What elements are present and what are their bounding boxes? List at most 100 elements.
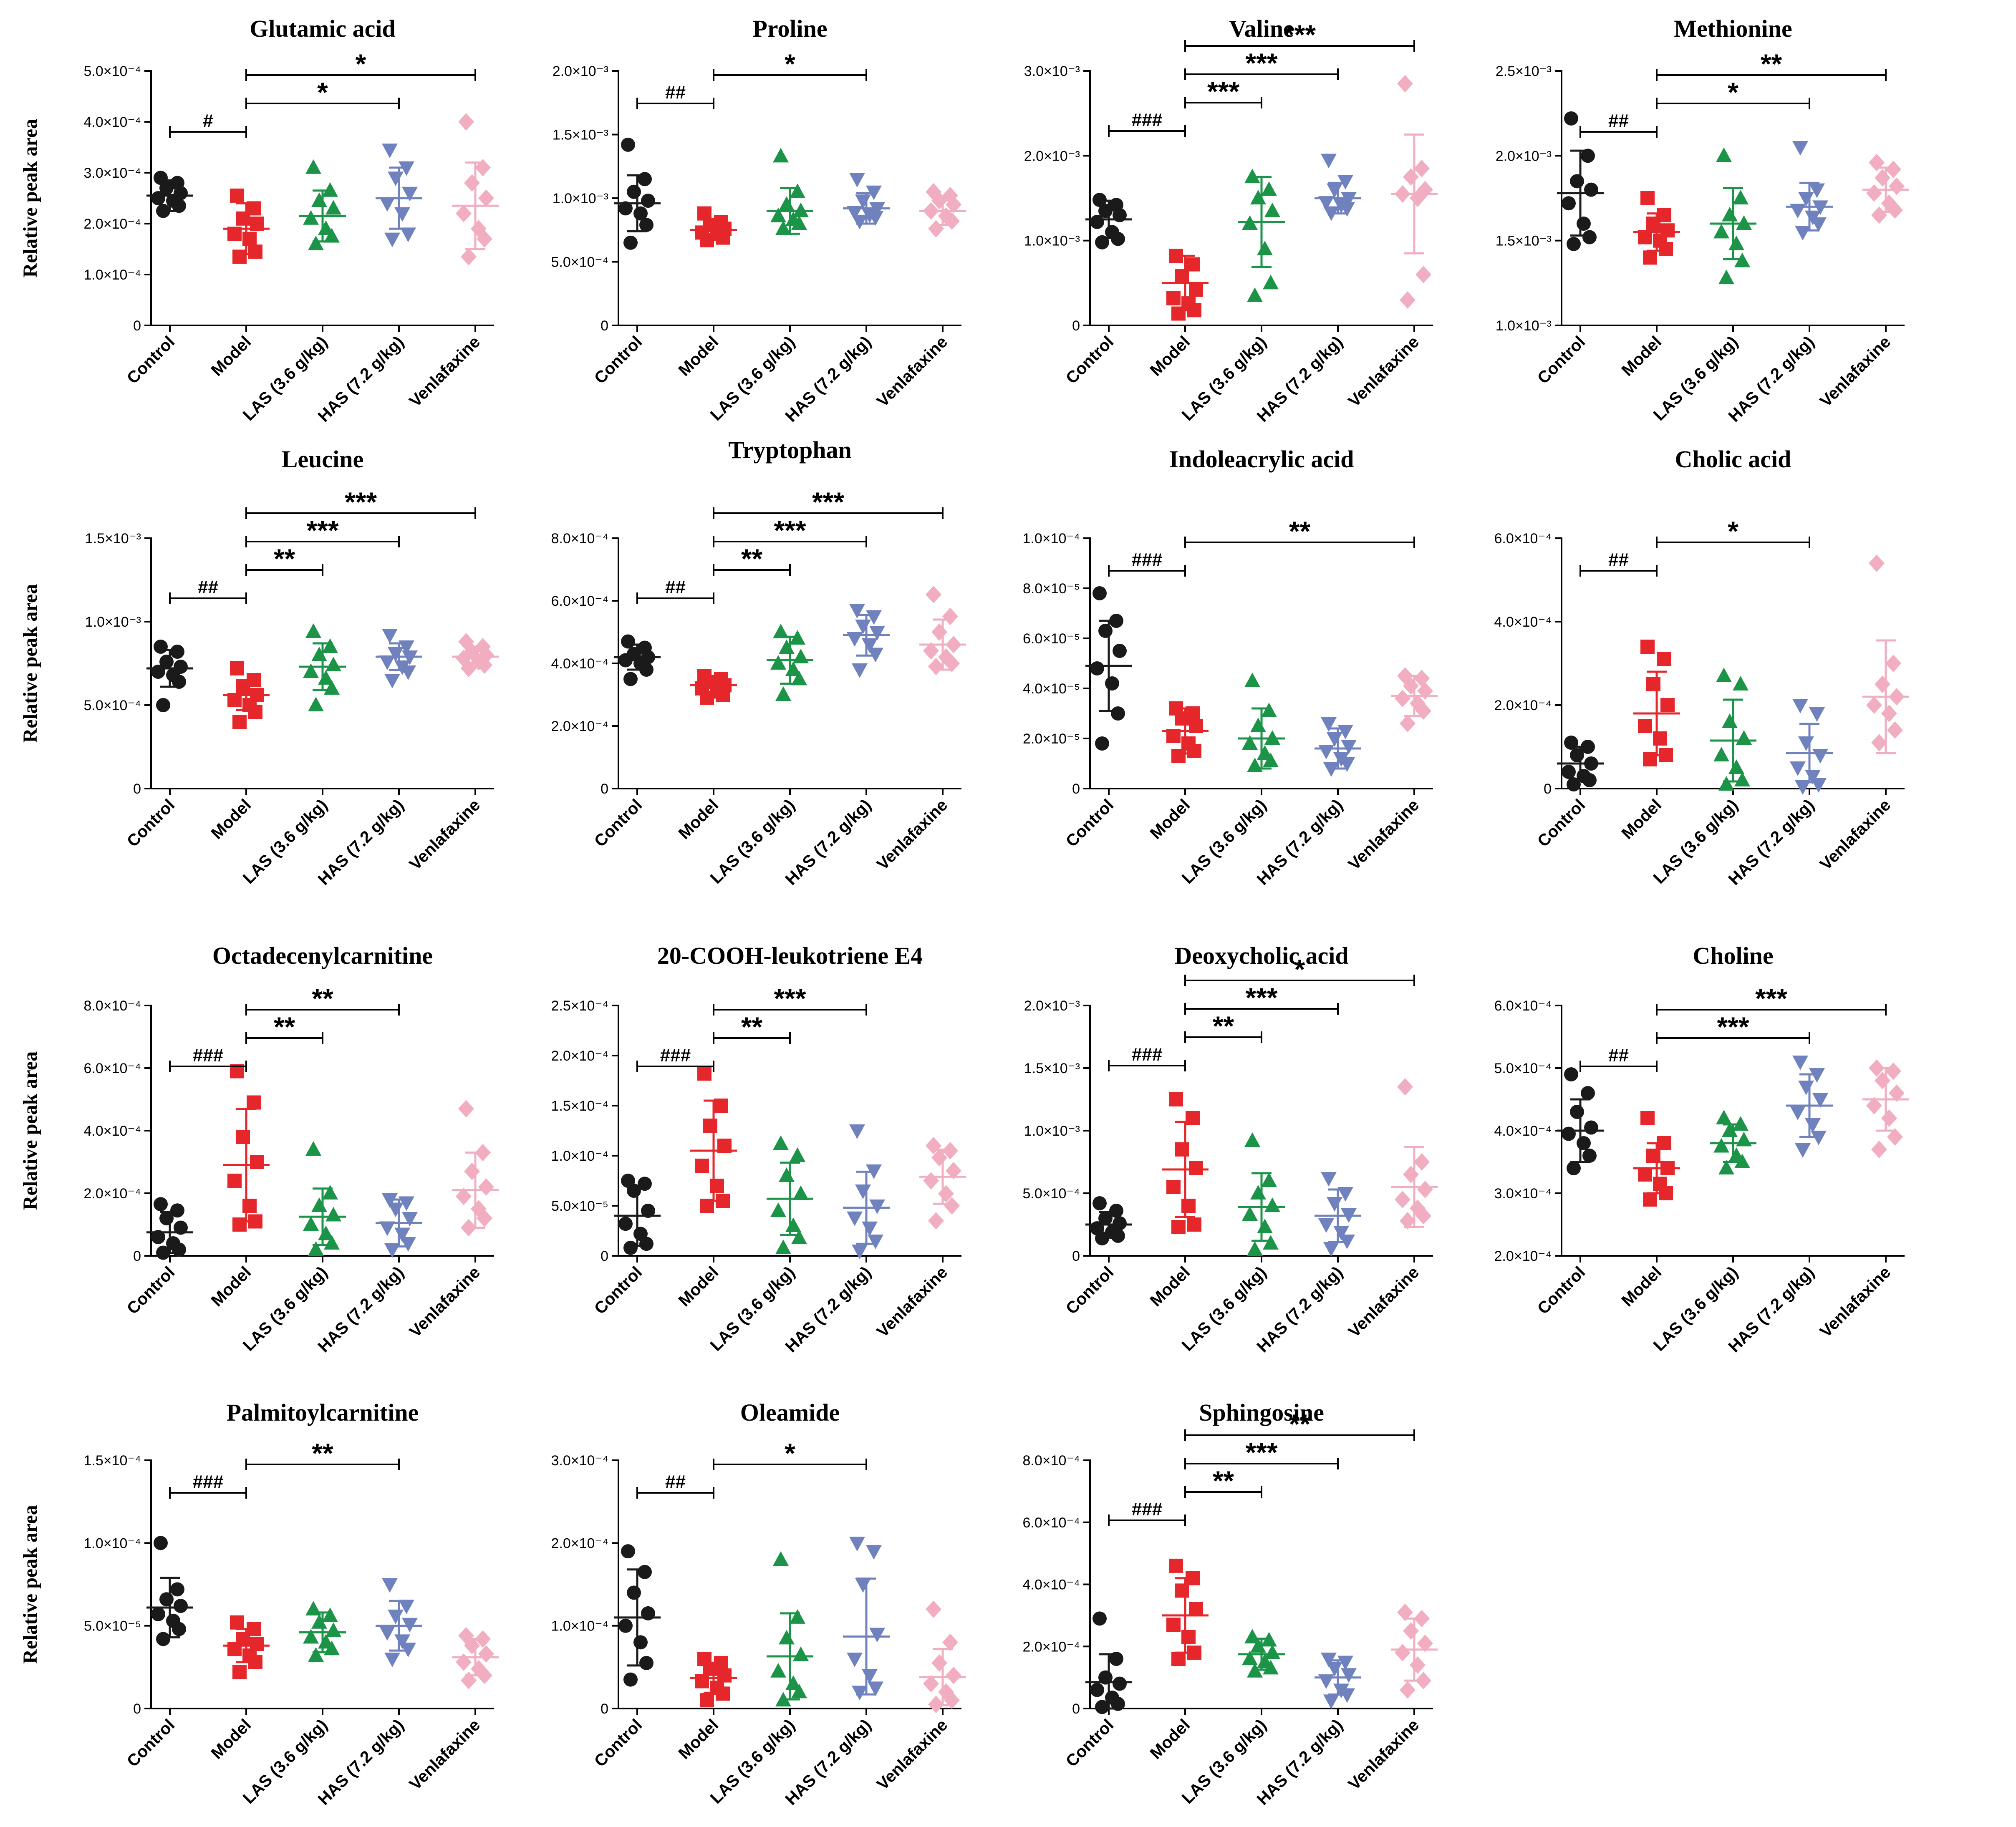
data-point bbox=[1567, 1161, 1581, 1175]
data-point bbox=[866, 1164, 882, 1179]
significance-label: ** bbox=[1213, 1465, 1234, 1496]
chart-title: Valine bbox=[1229, 15, 1294, 42]
data-point bbox=[1811, 1131, 1827, 1145]
data-point bbox=[400, 1643, 416, 1658]
data-point bbox=[1339, 1235, 1355, 1249]
data-point bbox=[791, 1683, 807, 1698]
significance-label: ** bbox=[741, 543, 763, 574]
data-point bbox=[1337, 175, 1353, 190]
data-point bbox=[621, 137, 635, 152]
x-tick-label: Venlafaxine bbox=[1345, 1263, 1423, 1341]
data-point bbox=[855, 620, 871, 634]
x-tick-label: Model bbox=[1147, 1716, 1194, 1763]
data-point bbox=[866, 1545, 882, 1560]
data-point bbox=[1733, 190, 1749, 204]
data-point bbox=[779, 1630, 795, 1645]
data-point bbox=[1805, 770, 1821, 784]
data-point bbox=[1562, 765, 1576, 779]
data-point bbox=[1653, 731, 1667, 746]
x-tick-label: Venlafaxine bbox=[1345, 1716, 1423, 1794]
y-tick-label: 1.5×10⁻⁴ bbox=[551, 1098, 609, 1114]
data-point bbox=[232, 1217, 247, 1232]
data-point bbox=[855, 1578, 871, 1593]
data-point bbox=[402, 186, 418, 202]
data-point bbox=[174, 1220, 188, 1235]
y-tick-label: 1.0×10⁻³ bbox=[1024, 233, 1080, 249]
data-point bbox=[1582, 1149, 1597, 1163]
data-point bbox=[847, 632, 863, 647]
y-axis-label: Relative peak area bbox=[19, 584, 41, 743]
x-tick-label: Model bbox=[675, 333, 722, 380]
data-point bbox=[400, 227, 416, 242]
data-point bbox=[1584, 182, 1598, 197]
data-point bbox=[1264, 1197, 1280, 1212]
data-point bbox=[399, 161, 414, 176]
data-point bbox=[849, 1124, 865, 1139]
data-point bbox=[1397, 1603, 1413, 1621]
data-point bbox=[639, 1237, 653, 1251]
y-tick-label: 2.0×10⁻⁴ bbox=[84, 216, 141, 232]
y-axis-label: Relative peak area bbox=[19, 1051, 41, 1210]
data-point bbox=[478, 1178, 494, 1196]
x-tick-label: Control bbox=[1062, 1263, 1118, 1318]
data-point bbox=[1111, 706, 1125, 721]
data-point bbox=[770, 1202, 786, 1217]
data-point bbox=[248, 244, 262, 259]
data-point bbox=[305, 1141, 321, 1156]
data-point bbox=[1090, 214, 1104, 229]
data-point bbox=[318, 220, 334, 235]
y-tick-label: 0 bbox=[133, 1248, 141, 1264]
significance-label: ### bbox=[193, 1045, 223, 1066]
data-point bbox=[770, 655, 786, 670]
y-tick-label: 6.0×10⁻⁴ bbox=[84, 1061, 141, 1076]
data-point bbox=[1261, 1172, 1277, 1187]
y-tick-label: 2.0×10⁻⁴ bbox=[84, 1186, 141, 1202]
data-point bbox=[1113, 644, 1127, 658]
data-point bbox=[1415, 702, 1431, 720]
x-tick-label: Venlafaxine bbox=[406, 1716, 484, 1794]
data-point bbox=[638, 1565, 652, 1579]
y-tick-label: 4.0×10⁻⁴ bbox=[84, 1123, 141, 1139]
data-point bbox=[1169, 1092, 1183, 1106]
data-point bbox=[855, 1184, 871, 1199]
data-point bbox=[928, 1212, 944, 1230]
data-point bbox=[248, 1214, 262, 1229]
x-tick-label: Venlafaxine bbox=[1817, 796, 1895, 874]
data-point bbox=[928, 1696, 944, 1714]
y-tick-label: 1.0×10⁻⁴ bbox=[1023, 531, 1080, 547]
data-point bbox=[172, 1242, 186, 1257]
data-point bbox=[1175, 1583, 1189, 1598]
data-point bbox=[1166, 1180, 1181, 1194]
data-point bbox=[1733, 1116, 1749, 1131]
data-point bbox=[458, 113, 474, 131]
data-point bbox=[775, 1692, 791, 1707]
data-point bbox=[456, 1653, 472, 1671]
data-point bbox=[714, 1099, 728, 1113]
y-tick-label: 3.0×10⁻⁴ bbox=[551, 1453, 609, 1469]
y-tick-label: 2.5×10⁻³ bbox=[1496, 63, 1552, 79]
y-tick-label: 0 bbox=[601, 781, 608, 797]
data-point bbox=[151, 665, 165, 679]
data-point bbox=[1564, 111, 1578, 126]
data-point bbox=[1811, 778, 1827, 793]
data-point bbox=[1581, 1086, 1595, 1100]
data-point bbox=[1577, 217, 1591, 231]
data-point bbox=[1171, 1220, 1186, 1234]
y-tick-label: 2.0×10⁻⁵ bbox=[1023, 731, 1080, 747]
data-point bbox=[1169, 249, 1183, 263]
data-point bbox=[227, 227, 242, 241]
data-point bbox=[1795, 226, 1811, 241]
y-tick-label: 1.0×10⁻³ bbox=[553, 191, 608, 207]
data-point bbox=[790, 1609, 805, 1624]
data-point bbox=[618, 653, 633, 668]
data-point bbox=[869, 1628, 885, 1643]
x-tick-label: Control bbox=[591, 1716, 646, 1771]
data-point bbox=[170, 645, 184, 659]
data-point bbox=[868, 1681, 883, 1696]
data-point bbox=[1247, 1241, 1263, 1256]
data-point bbox=[1887, 201, 1903, 219]
data-point bbox=[305, 159, 321, 174]
y-tick-label: 1.0×10⁻³ bbox=[1024, 1123, 1080, 1139]
x-tick-label: Venlafaxine bbox=[873, 333, 951, 411]
data-point bbox=[869, 626, 885, 640]
